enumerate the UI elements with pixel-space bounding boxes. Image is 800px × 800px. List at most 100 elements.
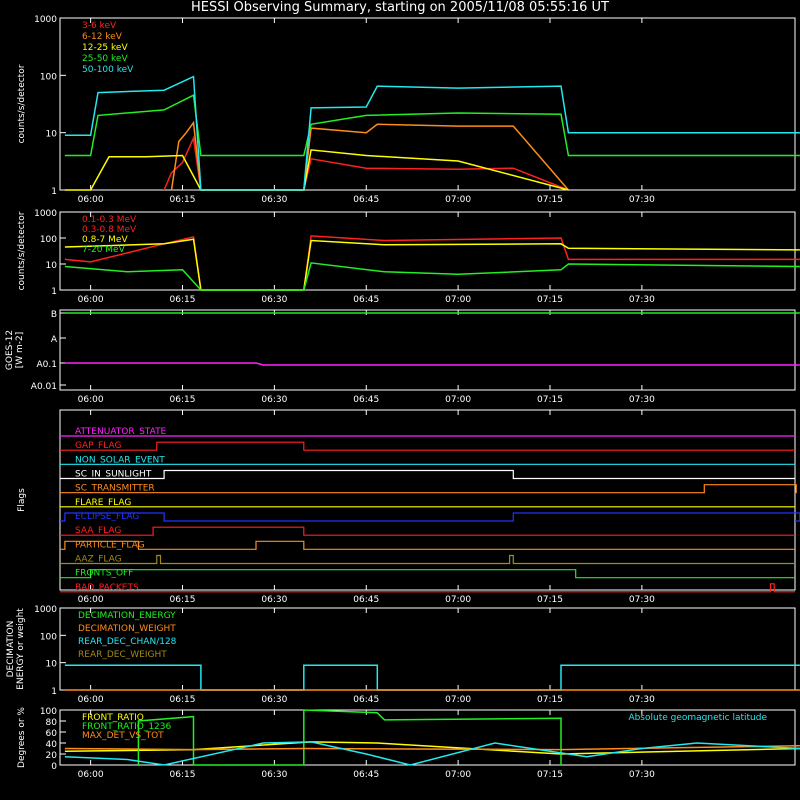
flag-line-sc-in-sunlight xyxy=(60,469,795,480)
y-tick-label: 0 xyxy=(51,762,57,772)
flag-label-flare-flag: FLARE_FLAG xyxy=(75,498,131,508)
panel-frame-5 xyxy=(59,709,796,766)
series-line-4-rear-dec-chan-128 xyxy=(64,664,800,691)
legend-entry: FRONT_RATIO_1236 xyxy=(82,722,172,732)
x-tick-label: 06:30 xyxy=(261,195,287,205)
series-line-1-7-20-mev xyxy=(64,262,800,291)
y-tick-label: 60 xyxy=(46,729,58,739)
legend-entry: REAR_DEC_WEIGHT xyxy=(78,650,167,660)
geomagnetic-latitude-label: Absolute geomagnetic latitude xyxy=(628,713,767,723)
x-tick-label: 06:30 xyxy=(261,770,287,780)
x-tick-label: 07:30 xyxy=(629,195,655,205)
x-tick-label: 06:45 xyxy=(353,770,379,780)
flag-label-particle-flag: PARTICLE_FLAG xyxy=(75,540,145,550)
y-tick-label: 100 xyxy=(40,72,57,82)
legend-entry: 50-100 keV xyxy=(82,65,134,75)
legend-entry: DECIMATION_ENERGY xyxy=(78,611,176,621)
x-tick-label: 06:45 xyxy=(353,695,379,705)
y-tick-label: 40 xyxy=(46,740,58,750)
x-tick-label: 06:30 xyxy=(261,295,287,305)
x-tick-label: 06:00 xyxy=(78,295,104,305)
y-axis-label: DECIMATION xyxy=(6,621,16,678)
x-tick-label: 06:30 xyxy=(261,395,287,405)
y-axis-label: ENERGY or weight xyxy=(16,608,26,690)
flag-line-particle-flag xyxy=(60,540,795,550)
legend-entry: 7-20 MeV xyxy=(82,245,126,255)
y-tick-label: 1000 xyxy=(34,15,57,25)
panel-frame-2 xyxy=(59,309,796,391)
y-tick-label: 1000 xyxy=(34,605,57,615)
y-tick-label: 20 xyxy=(46,751,58,761)
y-tick-label: 10 xyxy=(46,130,58,140)
x-tick-label: 07:30 xyxy=(629,595,655,605)
series-line-0-12-25-kev xyxy=(64,149,569,191)
x-tick-label: 06:15 xyxy=(170,195,196,205)
y-tick-label: A xyxy=(51,335,58,345)
series-line-0-6-12-kev xyxy=(170,120,569,191)
flag-label-attenuator-state: ATTENUATOR_STATE xyxy=(75,427,167,437)
y-tick-label: 1 xyxy=(51,187,57,197)
y-tick-label: A0.01 xyxy=(31,382,57,392)
x-tick-label: 06:45 xyxy=(353,395,379,405)
x-tick-label: 07:00 xyxy=(445,195,471,205)
x-tick-label: 06:45 xyxy=(353,595,379,605)
y-axis-label: counts/s/detector xyxy=(17,64,27,143)
legend-entry: 25-50 keV xyxy=(82,54,128,64)
y-tick-label: 10 xyxy=(46,261,58,271)
legend-entry: DECIMATION_WEIGHT xyxy=(78,624,176,634)
x-tick-label: 06:15 xyxy=(170,770,196,780)
x-tick-label: 07:15 xyxy=(537,770,563,780)
panel-frame-1 xyxy=(59,211,796,291)
x-tick-label: 06:00 xyxy=(78,770,104,780)
legend-entry: 0.3-0.8 MeV xyxy=(82,225,137,235)
x-tick-label: 06:45 xyxy=(353,295,379,305)
flag-label-sc-in-sunlight: SC_IN_SUNLIGHT xyxy=(75,470,152,480)
x-tick-label: 07:00 xyxy=(445,595,471,605)
series-line-0-25-50-kev xyxy=(64,94,800,157)
y-tick-label: 1 xyxy=(51,687,57,697)
y-tick-label: 100 xyxy=(40,707,57,717)
x-tick-label: 07:15 xyxy=(537,195,563,205)
series-line-0-3-6-kev xyxy=(163,135,569,191)
x-tick-label: 07:00 xyxy=(445,695,471,705)
panel-frame-3 xyxy=(59,409,796,591)
y-axis-label: Degrees or % xyxy=(17,707,27,768)
x-tick-label: 07:30 xyxy=(629,395,655,405)
flag-label-saa-flag: SAA_FLAG xyxy=(75,526,121,536)
legend-entry: 12-25 keV xyxy=(82,43,128,53)
series-line-5-absolute-geomagnetic-latitude xyxy=(64,741,800,766)
y-tick-label: 10 xyxy=(46,660,58,670)
y-tick-label: 1000 xyxy=(34,209,57,219)
y-tick-label: 100 xyxy=(40,632,57,642)
flag-label-sc-transmitter: SC_TRANSMITTER xyxy=(75,484,155,494)
x-tick-label: 06:15 xyxy=(170,695,196,705)
x-tick-label: 07:15 xyxy=(537,395,563,405)
flag-line-eclipse-flag xyxy=(60,512,800,522)
y-tick-label: A0.1 xyxy=(37,360,57,370)
y-tick-label: 80 xyxy=(46,718,58,728)
legend-entry: 3-6 keV xyxy=(82,21,117,31)
flag-label-aaz-flag: AAZ_FLAG xyxy=(75,555,122,565)
x-tick-label: 06:00 xyxy=(78,595,104,605)
legend-entry: MAX_DET_VS_TOT xyxy=(82,731,164,741)
legend-entry: REAR_DEC_CHAN/128 xyxy=(78,637,177,647)
y-axis-label: GOES-12 xyxy=(5,330,15,370)
x-tick-label: 06:00 xyxy=(78,695,104,705)
x-tick-label: 06:00 xyxy=(78,395,104,405)
x-tick-label: 07:00 xyxy=(445,295,471,305)
y-axis-label: [W m-2] xyxy=(15,332,25,369)
panel-frame-0 xyxy=(59,17,796,191)
x-tick-label: 06:00 xyxy=(78,195,104,205)
y-tick-label: 100 xyxy=(40,235,57,245)
flag-line-bad-packets xyxy=(60,583,795,593)
x-tick-label: 07:00 xyxy=(445,770,471,780)
x-tick-label: 07:30 xyxy=(629,770,655,780)
y-axis-label: Flags xyxy=(17,488,27,512)
chart-title: HESSI Observing Summary, starting on 200… xyxy=(191,0,609,15)
x-tick-label: 06:15 xyxy=(170,395,196,405)
series-line-1-0-8-7-mev xyxy=(64,238,800,291)
legend-entry: 0.1-0.3 MeV xyxy=(82,215,137,225)
x-tick-label: 06:30 xyxy=(261,695,287,705)
series-line-0-50-100-kev xyxy=(64,75,800,191)
